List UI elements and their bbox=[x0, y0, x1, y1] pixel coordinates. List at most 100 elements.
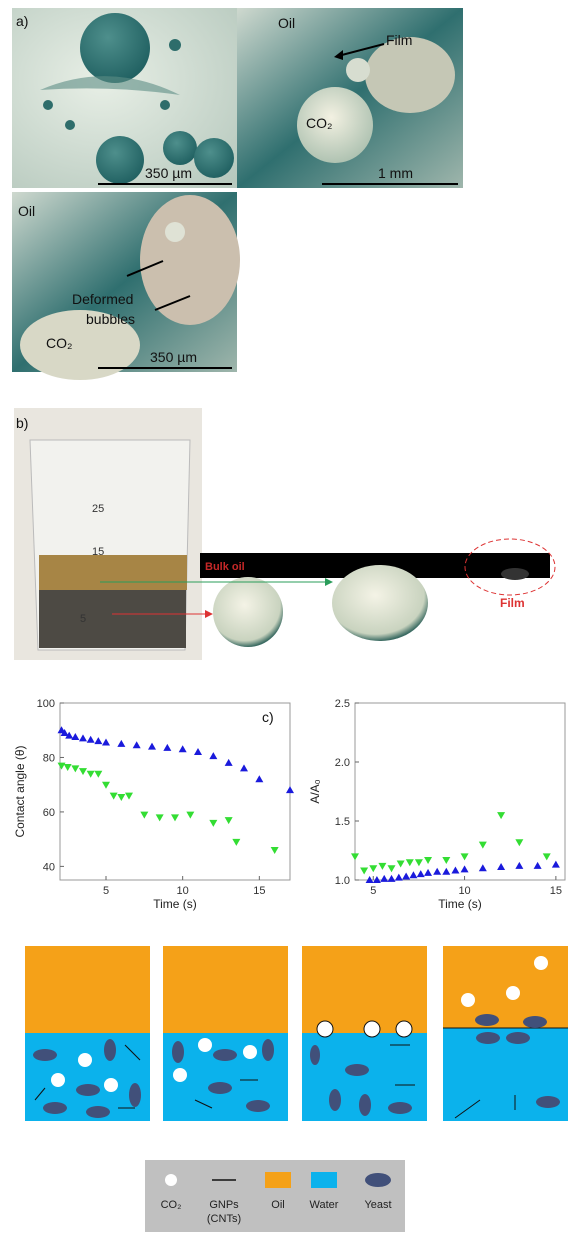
data-point bbox=[534, 862, 542, 869]
co2 bbox=[534, 956, 548, 970]
yeast bbox=[86, 1106, 110, 1118]
data-point bbox=[451, 867, 459, 874]
yeast bbox=[310, 1045, 320, 1065]
data-point bbox=[286, 786, 294, 793]
data-point bbox=[163, 744, 171, 751]
yeast bbox=[345, 1064, 369, 1076]
x-tick-label: 10 bbox=[177, 885, 189, 897]
arrowhead bbox=[205, 610, 213, 618]
data-point bbox=[225, 817, 233, 824]
data-point bbox=[225, 759, 233, 766]
co2 bbox=[317, 1021, 333, 1037]
label: Film bbox=[386, 32, 412, 48]
x-tick-label: 15 bbox=[253, 885, 265, 897]
legend-box bbox=[145, 1160, 405, 1232]
x-tick-label: 15 bbox=[550, 885, 562, 897]
yeast bbox=[506, 1032, 530, 1044]
bubble bbox=[346, 58, 370, 82]
legend-swatch bbox=[365, 1173, 391, 1187]
panel-b: 25 15 5 b) Bulk oil Film bbox=[14, 408, 555, 660]
y-tick-label: 1.5 bbox=[335, 816, 350, 828]
data-point bbox=[171, 814, 179, 821]
data-point bbox=[186, 812, 194, 819]
scale-label: 1 mm bbox=[378, 165, 413, 181]
sediment-layer bbox=[39, 590, 186, 648]
data-point bbox=[194, 748, 202, 755]
data-point bbox=[479, 842, 487, 849]
scale-label: 350 µm bbox=[145, 165, 192, 181]
bubble bbox=[365, 37, 455, 113]
oil-layer bbox=[39, 555, 187, 590]
data-point bbox=[79, 734, 87, 741]
yeast bbox=[388, 1102, 412, 1114]
legend: CO₂ GNPs (CNTs) Oil Water Yeast bbox=[145, 1160, 405, 1232]
data-point bbox=[117, 794, 125, 801]
y-tick-label: 2.0 bbox=[335, 757, 350, 769]
data-point bbox=[271, 847, 279, 854]
yeast bbox=[262, 1039, 274, 1061]
data-point bbox=[461, 865, 469, 872]
data-point bbox=[94, 737, 102, 744]
legend-label: Yeast bbox=[364, 1199, 391, 1211]
x-tick-label: 10 bbox=[458, 885, 470, 897]
label: Deformed bbox=[72, 291, 133, 307]
label: Bulk oil bbox=[205, 561, 245, 573]
legend-swatch bbox=[311, 1172, 337, 1188]
data-point bbox=[209, 820, 217, 827]
yeast bbox=[536, 1096, 560, 1108]
data-point bbox=[461, 853, 469, 860]
y-tick-label: 2.5 bbox=[335, 698, 350, 710]
data-point bbox=[543, 853, 551, 860]
label: Film bbox=[500, 596, 525, 610]
oil bbox=[25, 946, 150, 1033]
data-point bbox=[360, 868, 368, 875]
data-point bbox=[209, 752, 217, 759]
yeast bbox=[208, 1082, 232, 1094]
yeast bbox=[246, 1100, 270, 1112]
legend-swatch bbox=[165, 1174, 177, 1186]
bubble bbox=[163, 131, 197, 165]
legend-label: GNPs bbox=[209, 1199, 239, 1211]
data-point bbox=[497, 863, 505, 870]
data-point bbox=[140, 812, 148, 819]
data-point bbox=[156, 814, 164, 821]
data-point bbox=[87, 771, 95, 778]
data-point bbox=[402, 872, 410, 879]
data-point bbox=[179, 745, 187, 752]
bubble bbox=[96, 136, 144, 184]
x-tick-label: 5 bbox=[103, 885, 109, 897]
legend-label: (CNTs) bbox=[207, 1213, 241, 1225]
co2 bbox=[396, 1021, 412, 1037]
y-axis-label: A/A₀ bbox=[308, 779, 322, 803]
co2 bbox=[506, 986, 520, 1000]
panel-a: a) 350 µm Oil Film CO₂ 1 mm Oil Deformed… bbox=[12, 8, 463, 380]
yeast bbox=[129, 1083, 141, 1107]
co2 bbox=[198, 1038, 212, 1052]
figure: a) 350 µm Oil Film CO₂ 1 mm Oil Deformed… bbox=[0, 0, 571, 1237]
page: {"panel_labels": {"a": "a)", "b": "b)", … bbox=[0, 0, 571, 1242]
legend-label: Water bbox=[310, 1199, 339, 1211]
yeast bbox=[475, 1014, 499, 1026]
data-point bbox=[240, 764, 248, 771]
droplet bbox=[213, 577, 283, 647]
data-point bbox=[406, 859, 414, 866]
data-point bbox=[417, 870, 425, 877]
data-point bbox=[515, 839, 523, 846]
stage-4 bbox=[443, 946, 568, 1121]
x-axis-label: Time (s) bbox=[153, 897, 197, 911]
y-tick-label: 60 bbox=[43, 807, 55, 819]
panel-label: c) bbox=[262, 709, 274, 725]
y-tick-label: 1.0 bbox=[335, 875, 350, 887]
data-point bbox=[442, 857, 450, 864]
legend-swatch bbox=[265, 1172, 291, 1188]
data-point bbox=[102, 782, 110, 789]
bubble bbox=[65, 120, 75, 130]
beaker-mark: 5 bbox=[80, 613, 86, 625]
label: Oil bbox=[18, 203, 35, 219]
co2 bbox=[364, 1021, 380, 1037]
co2 bbox=[173, 1068, 187, 1082]
data-point bbox=[552, 861, 560, 868]
droplet bbox=[332, 565, 428, 641]
oil bbox=[443, 946, 568, 1028]
arrowhead bbox=[325, 578, 333, 586]
